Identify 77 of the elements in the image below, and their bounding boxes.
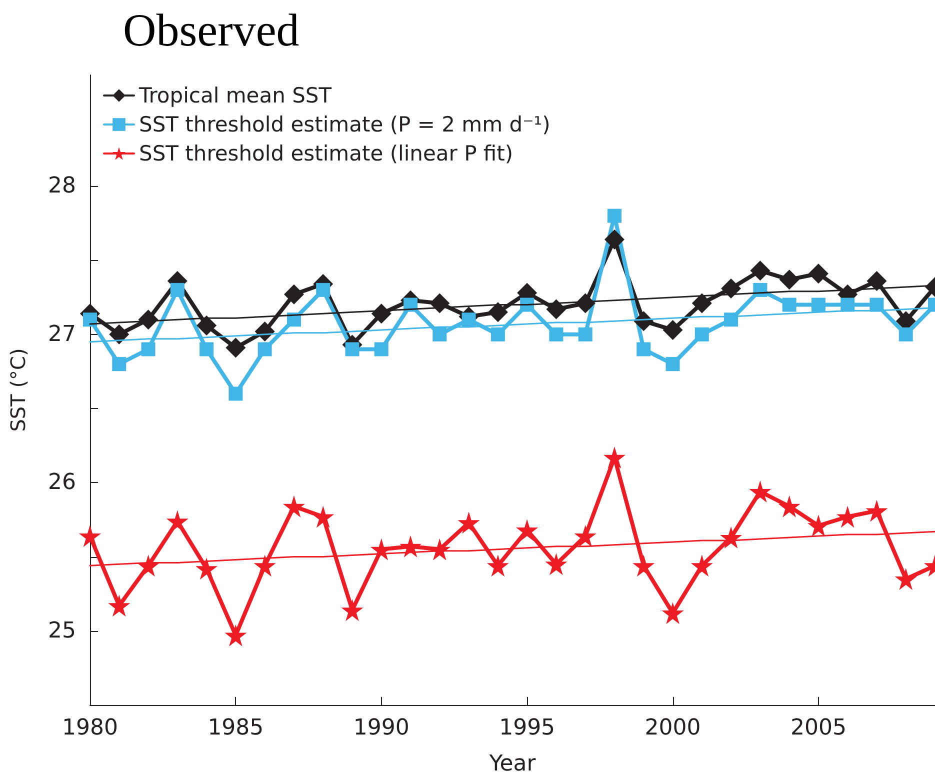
point: [228, 386, 243, 401]
point: [486, 554, 509, 577]
x-tick-label: 1980: [62, 716, 118, 740]
point: [632, 554, 655, 577]
point: [636, 342, 651, 356]
point: [749, 480, 772, 503]
point: [690, 554, 713, 577]
chart-title: Observed: [123, 4, 300, 56]
legend-label: SST threshold estimate (P = 2 mm d⁻¹): [139, 112, 550, 136]
point: [316, 282, 330, 297]
point: [196, 558, 218, 580]
point: [108, 594, 130, 617]
point: [546, 299, 566, 320]
x-axis-title: Year: [488, 752, 537, 776]
point: [345, 342, 360, 356]
point: [341, 599, 364, 622]
point: [312, 506, 334, 528]
x-tick-label: 1985: [208, 716, 264, 740]
point: [141, 342, 156, 356]
point: [137, 554, 160, 577]
point: [807, 514, 830, 537]
legend-label: Tropical mean SST: [138, 84, 332, 108]
point: [254, 554, 276, 577]
point: [894, 568, 917, 590]
point: [782, 298, 796, 312]
point: [662, 602, 684, 624]
point: [282, 495, 305, 518]
point: [574, 525, 596, 548]
legend-label: SST threshold estimate (linear P fit): [139, 142, 514, 166]
point: [196, 316, 217, 336]
point: [170, 282, 184, 297]
point: [112, 357, 126, 372]
point: [866, 500, 888, 522]
point: [778, 495, 800, 518]
y-tick-label: 28: [48, 174, 76, 199]
point: [662, 320, 683, 340]
point: [374, 342, 388, 356]
y-tick-label: 27: [48, 322, 76, 347]
point: [258, 342, 272, 356]
point: [545, 553, 568, 576]
point: [811, 298, 826, 312]
point: [109, 324, 130, 344]
point: [458, 512, 480, 534]
point: [549, 327, 564, 342]
point: [779, 270, 800, 290]
point: [490, 327, 505, 342]
point: [692, 293, 712, 314]
x-tick-label: 1995: [499, 716, 556, 740]
point: [750, 260, 770, 281]
point: [516, 519, 538, 542]
x-tick-label: 2000: [644, 716, 701, 740]
x-tick-label: 1990: [353, 716, 410, 740]
point: [898, 327, 913, 342]
point: [578, 327, 592, 342]
y-axis-title: SST (°C): [6, 348, 30, 432]
point: [808, 264, 828, 284]
point: [721, 278, 742, 298]
point: [226, 338, 246, 358]
point: [462, 312, 476, 327]
point: [607, 208, 622, 223]
point: [284, 284, 304, 304]
point: [200, 342, 214, 356]
point: [866, 271, 887, 292]
point: [720, 526, 742, 548]
point: [603, 446, 626, 468]
point: [604, 230, 624, 250]
point: [488, 302, 508, 322]
point: [432, 327, 447, 342]
y-tick-label: 26: [48, 470, 76, 496]
point: [224, 624, 247, 646]
y-tick-label: 25: [48, 618, 76, 644]
x-tick-label: 2005: [790, 716, 846, 740]
point: [430, 293, 450, 314]
point: [79, 525, 101, 548]
point: [83, 312, 97, 327]
point: [666, 357, 680, 372]
point: [694, 327, 709, 342]
